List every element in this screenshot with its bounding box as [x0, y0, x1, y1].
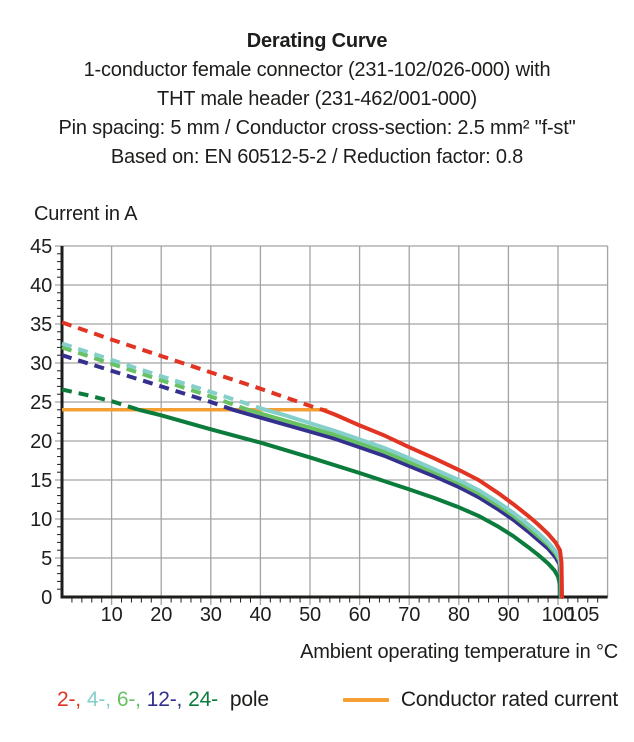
subtitle-line-2: THT male header (231-462/001-000): [157, 88, 477, 110]
rated-current-swatch: [342, 698, 389, 702]
curve-2-pole-dashed: [61, 320, 324, 412]
x-axis-title: Ambient operating temperature in °C: [300, 641, 618, 663]
header-block: Derating Curve 1-conductor female connec…: [0, 27, 634, 172]
y-tick-label: 20: [30, 431, 52, 453]
x-tick-label: 10: [101, 604, 123, 626]
legend-pole-item: 24-: [188, 688, 218, 711]
derating-curve-chart: 0 5 10 15 20 25 30 35 40 45 10 20 30 40 50 60 70 80 90 1001…: [30, 236, 609, 626]
x-tick-label: 100: [542, 604, 575, 626]
curve-2-pole-solid: [320, 407, 564, 599]
x-tick-label: 40: [249, 604, 271, 626]
y-tick-label: 10: [30, 509, 52, 531]
legend-row: 2-, 4-, 6-, 12-, 24- pole Conductor rated cur…: [57, 688, 618, 712]
y-tick-label: 35: [30, 314, 52, 336]
subtitle-line-1: 1-conductor female connector (231-102/02…: [83, 59, 551, 81]
x-tick-label: 30: [200, 604, 222, 626]
legend-pole-item: 6-,: [116, 688, 141, 711]
x-tick-label: 90: [497, 604, 519, 626]
curve-4-pole-dashed: [61, 341, 267, 412]
x-tick-label: 20: [150, 604, 172, 626]
y-tick-label: 40: [30, 275, 52, 297]
y-tick-label: 5: [41, 548, 52, 570]
pole-legend: 2-, 4-, 6-, 12-, 24- pole: [57, 688, 275, 712]
y-tick-label: 25: [30, 392, 52, 414]
curve-12-pole-dashed: [61, 353, 234, 412]
curve-24-pole-solid: [136, 407, 563, 599]
curve-4-pole-solid: [263, 407, 564, 599]
curve-6-pole-dashed: [61, 345, 249, 412]
rated-current-label: Conductor rated current: [400, 688, 618, 711]
y-tick-label: 30: [30, 353, 52, 375]
subtitle-line-3: Pin spacing: 5 mm / Conductor cross-sect…: [58, 117, 576, 139]
x-tick-label: 60: [349, 604, 371, 626]
curve-24-pole-dashed: [61, 387, 140, 412]
y-tick-label: 45: [30, 236, 52, 258]
pole-legend-items: 2-, 4-, 6-, 12-, 24-: [57, 688, 224, 711]
x-tick-label: 70: [398, 604, 420, 626]
legend-pole-item: 12-,: [146, 688, 183, 711]
chart-title: Derating Curve: [246, 30, 388, 52]
x-tick-label: 50: [299, 604, 321, 626]
curve-12-pole-solid: [231, 407, 564, 599]
y-tick-label: 15: [30, 470, 52, 492]
x-tick-label: 105: [566, 604, 599, 626]
rated-current-legend: Conductor rated current: [342, 688, 618, 712]
x-tick-label: 80: [448, 604, 470, 626]
subtitle-line-4: Based on: EN 60512-5-2 / Reduction facto…: [110, 146, 524, 168]
legend-pole-item: 4-,: [86, 688, 111, 711]
legend-pole-item: 2-,: [57, 688, 81, 711]
pole-legend-suffix: pole: [229, 688, 269, 711]
y-axis-title: Current in A: [34, 203, 138, 225]
y-tick-label: 0: [41, 587, 52, 609]
